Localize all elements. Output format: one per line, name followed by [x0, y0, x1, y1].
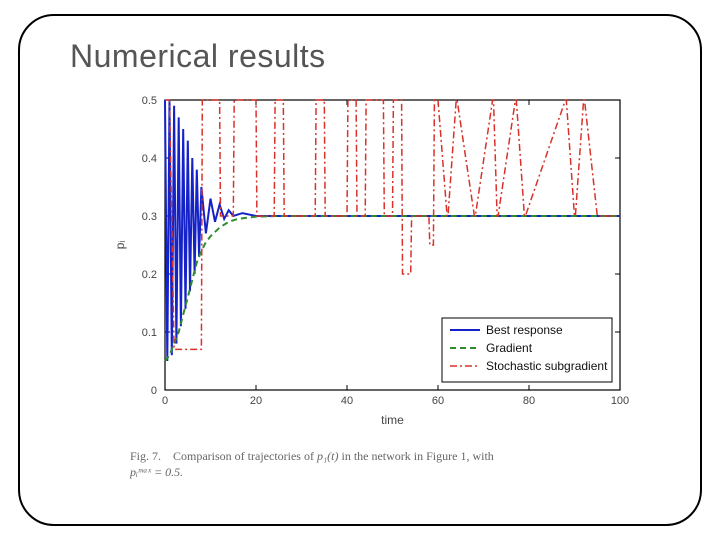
svg-text:80: 80 — [523, 395, 535, 407]
caption-text-2: in the network in Figure 1, with — [341, 449, 493, 463]
svg-text:pᵢ: pᵢ — [113, 241, 127, 250]
slide: Numerical results 0 20 40 60 80 100 0 0.1 0.2 0.3… — [0, 0, 720, 540]
svg-text:0.2: 0.2 — [142, 269, 157, 281]
svg-text:100: 100 — [611, 395, 629, 407]
caption-text-1: Comparison of trajectories of — [173, 449, 317, 463]
svg-text:Stochastic subgradient: Stochastic subgradient — [486, 359, 608, 373]
svg-text:0: 0 — [151, 385, 157, 397]
caption-pmax: pᵢᵐᵃˣ = 0.5. — [130, 465, 183, 479]
figure-caption: Fig. 7. Comparison of trajectories of p₁… — [130, 448, 610, 480]
svg-text:0: 0 — [162, 395, 168, 407]
svg-text:0.5: 0.5 — [142, 95, 157, 107]
svg-text:0.1: 0.1 — [142, 327, 157, 339]
svg-text:Gradient: Gradient — [486, 341, 533, 355]
caption-func: p₁(t) — [317, 449, 339, 463]
svg-text:0.3: 0.3 — [142, 211, 157, 223]
svg-text:60: 60 — [432, 395, 444, 407]
svg-text:0.4: 0.4 — [142, 153, 157, 165]
svg-text:20: 20 — [250, 395, 262, 407]
svg-text:40: 40 — [341, 395, 353, 407]
chart-svg: 0 20 40 60 80 100 0 0.1 0.2 0.3 0.4 0.5 time pᵢ Best r… — [110, 90, 630, 430]
chart: 0 20 40 60 80 100 0 0.1 0.2 0.3 0.4 0.5 time pᵢ Best r… — [110, 90, 630, 430]
svg-text:time: time — [381, 413, 404, 427]
slide-title: Numerical results — [70, 38, 326, 75]
caption-label: Fig. 7. — [130, 449, 161, 463]
svg-text:Best response: Best response — [486, 323, 563, 337]
